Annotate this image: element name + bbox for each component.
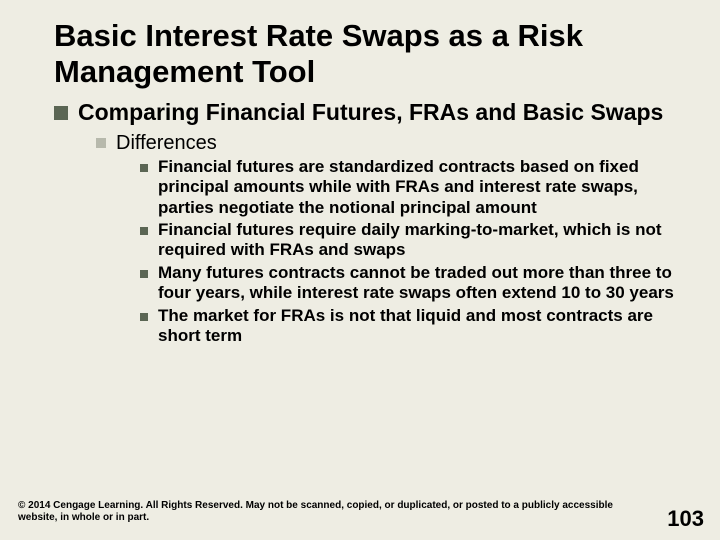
- square-bullet-icon: [96, 138, 106, 148]
- level3-text: The market for FRAs is not that liquid a…: [158, 306, 686, 347]
- slide: Basic Interest Rate Swaps as a Risk Mana…: [0, 0, 720, 540]
- bullet-level-3: Many futures contracts cannot be traded …: [140, 263, 686, 304]
- square-bullet-icon: [54, 106, 68, 120]
- square-bullet-icon: [140, 313, 148, 321]
- bullet-level-3: Financial futures are standardized contr…: [140, 157, 686, 218]
- bullet-level-3: The market for FRAs is not that liquid a…: [140, 306, 686, 347]
- level3-text: Financial futures are standardized contr…: [158, 157, 686, 218]
- level3-text: Many futures contracts cannot be traded …: [158, 263, 686, 304]
- bullet-level-1: Comparing Financial Futures, FRAs and Ba…: [54, 99, 686, 127]
- level1-text: Comparing Financial Futures, FRAs and Ba…: [78, 99, 663, 127]
- square-bullet-icon: [140, 164, 148, 172]
- copyright-footer: © 2014 Cengage Learning. All Rights Rese…: [18, 500, 650, 524]
- level3-text: Financial futures require daily marking-…: [158, 220, 686, 261]
- slide-title: Basic Interest Rate Swaps as a Risk Mana…: [54, 18, 686, 89]
- square-bullet-icon: [140, 270, 148, 278]
- square-bullet-icon: [140, 227, 148, 235]
- page-number: 103: [667, 506, 704, 532]
- bullet-level-3: Financial futures require daily marking-…: [140, 220, 686, 261]
- level2-text: Differences: [116, 131, 217, 155]
- bullet-level-2: Differences: [96, 131, 686, 155]
